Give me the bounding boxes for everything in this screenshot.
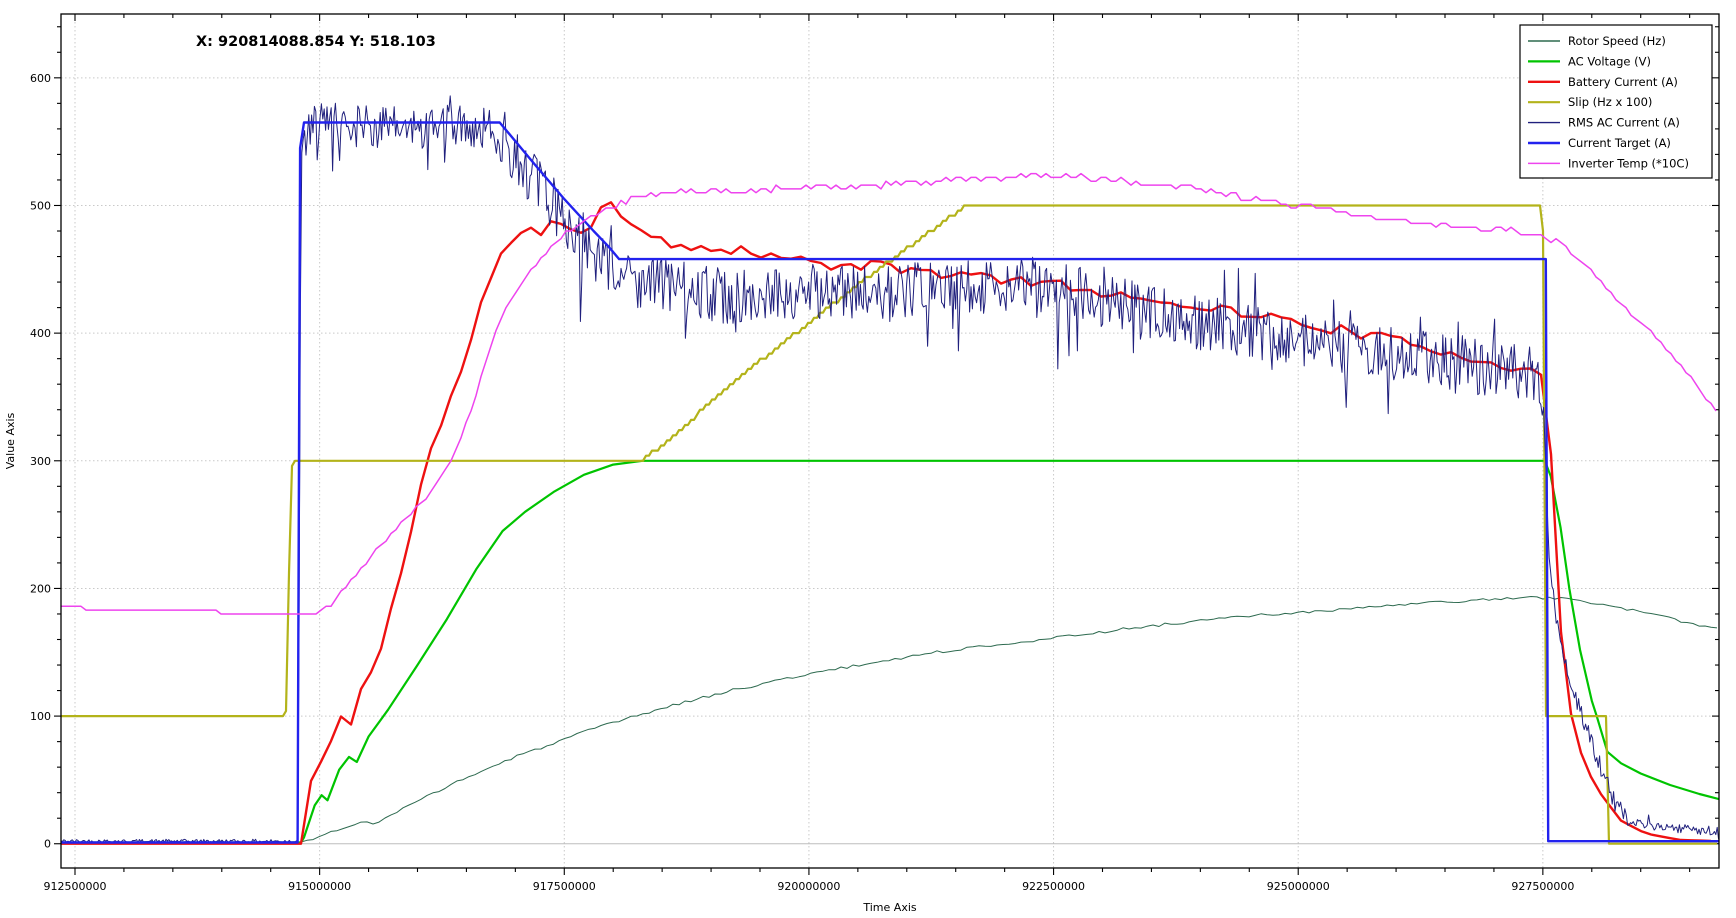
y-tick-label: 0 bbox=[44, 838, 51, 851]
axis-ticks bbox=[54, 14, 1719, 875]
legend-entry-current-target-a: Current Target (A) bbox=[1528, 136, 1671, 150]
x-tick-label: 912500000 bbox=[43, 880, 106, 893]
legend-entry-slip-hz-x-100: Slip (Hz x 100) bbox=[1528, 95, 1652, 109]
battery-current-a-line bbox=[61, 201, 1712, 845]
y-tick-label: 500 bbox=[30, 199, 51, 212]
x-tick-label: 920000000 bbox=[777, 880, 840, 893]
y-tick-label: 600 bbox=[30, 72, 51, 85]
legend-label: Slip (Hz x 100) bbox=[1568, 95, 1652, 109]
legend-entry-battery-current-a: Battery Current (A) bbox=[1528, 75, 1678, 89]
y-tick-label: 100 bbox=[30, 710, 51, 723]
rms-ac-current-a-line bbox=[61, 95, 1719, 844]
legend-label: RMS AC Current (A) bbox=[1568, 116, 1680, 130]
legend-entry-inverter-temp-10c: Inverter Temp (*10C) bbox=[1528, 156, 1689, 170]
legend-label: Rotor Speed (Hz) bbox=[1568, 34, 1666, 48]
y-axis-title: Value Axis bbox=[4, 412, 17, 469]
series-layer bbox=[61, 95, 1719, 845]
y-tick-label: 300 bbox=[30, 455, 51, 468]
axis-tick-labels: 912500000 915000000 917500000 920000000 9225… bbox=[30, 72, 1574, 893]
x-axis-title: Time Axis bbox=[862, 901, 917, 914]
legend-entry-rms-ac-current-a: RMS AC Current (A) bbox=[1528, 116, 1680, 130]
y-tick-label: 400 bbox=[30, 327, 51, 340]
x-tick-label: 922500000 bbox=[1022, 880, 1085, 893]
x-tick-label: 915000000 bbox=[288, 880, 351, 893]
y-tick-label: 200 bbox=[30, 582, 51, 595]
ac-voltage-v-line bbox=[61, 459, 1719, 844]
x-tick-label: 925000000 bbox=[1267, 880, 1330, 893]
legend-label: Inverter Temp (*10C) bbox=[1568, 156, 1689, 170]
legend-entry-rotor-speed-hz: Rotor Speed (Hz) bbox=[1528, 34, 1666, 48]
x-tick-label: 927500000 bbox=[1511, 880, 1574, 893]
cursor-readout: X: 920814088.854 Y: 518.103 bbox=[196, 34, 436, 50]
legend-label: Battery Current (A) bbox=[1568, 75, 1678, 89]
legend-entry-ac-voltage-v: AC Voltage (V) bbox=[1528, 54, 1651, 68]
inverter-temp-10c-line bbox=[61, 172, 1717, 615]
plot-border bbox=[60, 13, 1720, 869]
x-tick-label: 917500000 bbox=[533, 880, 596, 893]
legend: Rotor Speed (Hz) AC Voltage (V) Battery Cu… bbox=[1519, 24, 1713, 179]
rotor-speed-hz-line bbox=[61, 596, 1718, 845]
current-target-a-line bbox=[61, 121, 1719, 844]
slip-hz-x-100-line bbox=[61, 204, 1717, 845]
legend-label: AC Voltage (V) bbox=[1568, 54, 1651, 68]
legend-label: Current Target (A) bbox=[1568, 136, 1671, 150]
